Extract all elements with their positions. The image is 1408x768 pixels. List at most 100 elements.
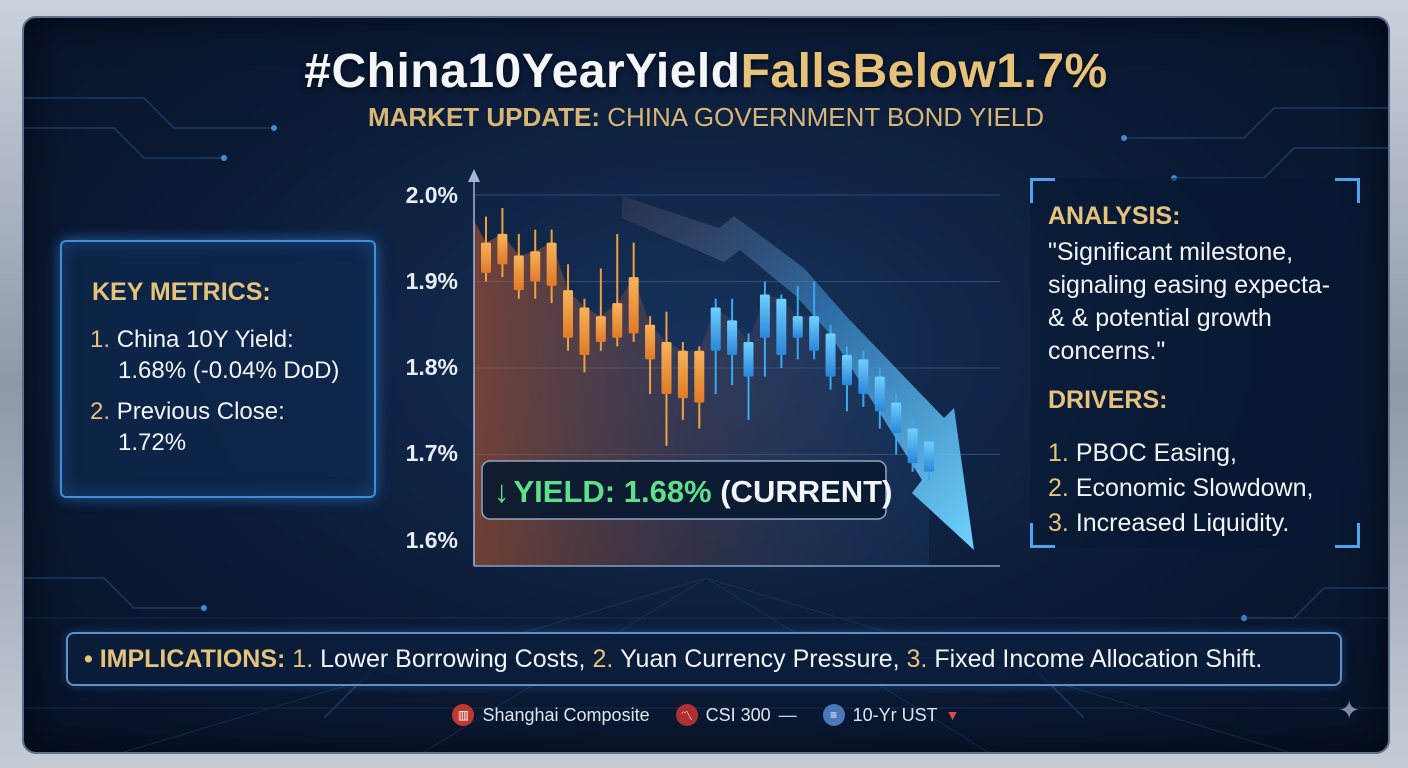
ticker-item-shanghai[interactable]: ▥ Shanghai Composite xyxy=(452,704,650,726)
driver-text: Increased Liquidity. xyxy=(1075,509,1290,537)
candle-body xyxy=(563,290,574,338)
page-title: #China10YearYieldFallsBelow1.7% xyxy=(24,44,1388,99)
bullet-icon: • xyxy=(84,644,100,673)
current-yield-callout: ↓ YIELD: 1.68% (CURRENT) xyxy=(481,460,892,520)
candle-body xyxy=(743,342,754,377)
ticker-label: CSI 300 xyxy=(705,704,771,725)
driver-text: Economic Slowdown, xyxy=(1075,474,1314,502)
metric-value: 1.68% (-0.04% DoD) xyxy=(118,357,340,384)
implication-number: 2. xyxy=(592,644,614,673)
metric-label: China 10Y Yield: xyxy=(116,326,294,353)
candle-body xyxy=(874,376,885,412)
ticker-label: Shanghai Composite xyxy=(482,704,650,725)
ticker-item-ust[interactable]: ≡ 10-Yr UST ▼ xyxy=(822,704,960,726)
implication-number: 1. xyxy=(292,644,314,673)
implication-text: Yuan Currency Pressure, xyxy=(620,644,900,673)
analysis-box: ANALYSIS: "Significant milestone, signal… xyxy=(1030,178,1360,548)
y-tick-label: 1.9% xyxy=(406,268,458,294)
metric-item: 1. China 10Y Yield: 1.68% (-0.04% DoD) xyxy=(90,324,339,386)
metric-label: Previous Close: xyxy=(116,398,285,425)
driver-number: 2. xyxy=(1048,474,1069,502)
callout-text: ↓ YIELD: 1.68% (CURRENT) xyxy=(494,474,892,509)
driver-item: 2. Economic Slowdown, xyxy=(1048,471,1313,506)
driver-item: 1. PBOC Easing, xyxy=(1048,436,1313,471)
candle-body xyxy=(710,307,721,351)
y-axis-arrow xyxy=(468,169,480,182)
candle-body xyxy=(645,324,656,360)
metric-number: 1. xyxy=(90,326,111,353)
candle-body xyxy=(776,298,787,356)
main-panel: #China10YearYieldFallsBelow1.7% MARKET U… xyxy=(22,16,1390,754)
callout-label: YIELD: 1.68% xyxy=(514,474,712,509)
key-metrics-heading: KEY METRICS: xyxy=(92,278,271,306)
candle-body xyxy=(727,320,738,356)
ticker-item-csi300[interactable]: 〽 CSI 300 — xyxy=(675,704,797,726)
yield-chart: 2.0% 1.9% 1.8% 1.7% 1.6% ↓ YIELD: 1.68% (… xyxy=(406,169,1000,567)
ticker-bar: ▥ Shanghai Composite 〽 CSI 300 — ≡ 10-Yr… xyxy=(24,704,1388,726)
down-arrow-icon: ↓ xyxy=(494,474,510,509)
candlesticks xyxy=(481,207,934,481)
chart-icon: 〽 xyxy=(675,704,698,726)
candle-body xyxy=(907,428,918,464)
implication-text: Lower Borrowing Costs, xyxy=(320,644,586,673)
corner-bracket xyxy=(1335,523,1360,548)
candle-body xyxy=(841,355,852,386)
candle-body xyxy=(661,342,672,394)
title-part2: FallsBelow1.7% xyxy=(740,45,1108,98)
key-metrics-list: 1. China 10Y Yield: 1.68% (-0.04% DoD) 2… xyxy=(90,324,339,468)
implications-heading: IMPLICATIONS: xyxy=(99,644,286,673)
drivers-heading: DRIVERS: xyxy=(1048,386,1168,414)
candle-body xyxy=(809,316,820,351)
metric-value: 1.72% xyxy=(118,429,187,456)
quote-line: "Significant milestone, xyxy=(1048,238,1294,266)
sparkle-icon: ✦ xyxy=(1338,695,1360,725)
metric-item: 2. Previous Close: 1.72% xyxy=(90,396,339,458)
down-triangle-icon: ▼ xyxy=(945,707,960,723)
corner-bracket xyxy=(1030,523,1055,548)
callout-suffix: (CURRENT) xyxy=(712,474,893,509)
analysis-quote: "Significant milestone, signaling easing… xyxy=(1048,236,1358,368)
page-subtitle: MARKET UPDATE: CHINA GOVERNMENT BOND YIE… xyxy=(24,102,1388,133)
candle-body xyxy=(530,251,541,282)
candle-body xyxy=(513,255,524,291)
trend-arrow xyxy=(622,196,974,550)
flat-trend-icon: — xyxy=(778,704,797,725)
quote-line: & & potential growth xyxy=(1048,304,1272,332)
candle-body xyxy=(825,333,836,377)
candle-body xyxy=(595,316,606,343)
candle-body xyxy=(891,402,902,433)
candle-body xyxy=(546,242,557,286)
corner-bracket xyxy=(1335,178,1360,203)
y-tick-label: 2.0% xyxy=(406,182,458,208)
y-tick-label: 1.7% xyxy=(406,440,458,466)
implications-bar: • IMPLICATIONS: 1. Lower Borrowing Costs… xyxy=(66,632,1342,686)
candle-body xyxy=(694,350,705,403)
candle-body xyxy=(612,303,623,338)
candle-body xyxy=(759,294,770,338)
callout-box xyxy=(481,460,887,520)
implication-number: 3. xyxy=(906,644,928,673)
subtitle-bold: MARKET UPDATE: xyxy=(367,102,601,132)
driver-item: 3. Increased Liquidity. xyxy=(1048,506,1313,541)
key-metrics-box: KEY METRICS: 1. China 10Y Yield: 1.68% (… xyxy=(60,240,376,498)
driver-number: 3. xyxy=(1048,509,1069,537)
bar-chart-icon: ▥ xyxy=(452,704,475,726)
driver-text: PBOC Easing, xyxy=(1075,439,1237,467)
candle-body xyxy=(481,242,491,273)
subtitle-rest: CHINA GOVERNMENT BOND YIELD xyxy=(600,102,1045,132)
corner-bracket xyxy=(1030,178,1055,203)
bond-icon: ≡ xyxy=(822,704,845,726)
quote-line: concerns." xyxy=(1048,337,1166,365)
candle-body xyxy=(858,359,869,394)
title-part1: #China10YearYield xyxy=(304,45,741,98)
quote-line: signaling easing expecta- xyxy=(1048,271,1331,299)
candle-body xyxy=(497,233,508,265)
y-tick-label: 1.6% xyxy=(406,527,458,553)
candle-body xyxy=(924,441,934,472)
candle-body xyxy=(628,277,639,334)
driver-number: 1. xyxy=(1048,439,1069,467)
candle-body xyxy=(677,350,688,399)
y-tick-label: 1.8% xyxy=(406,354,458,380)
candle-body xyxy=(792,316,803,338)
ticker-label: 10-Yr UST xyxy=(852,704,938,725)
